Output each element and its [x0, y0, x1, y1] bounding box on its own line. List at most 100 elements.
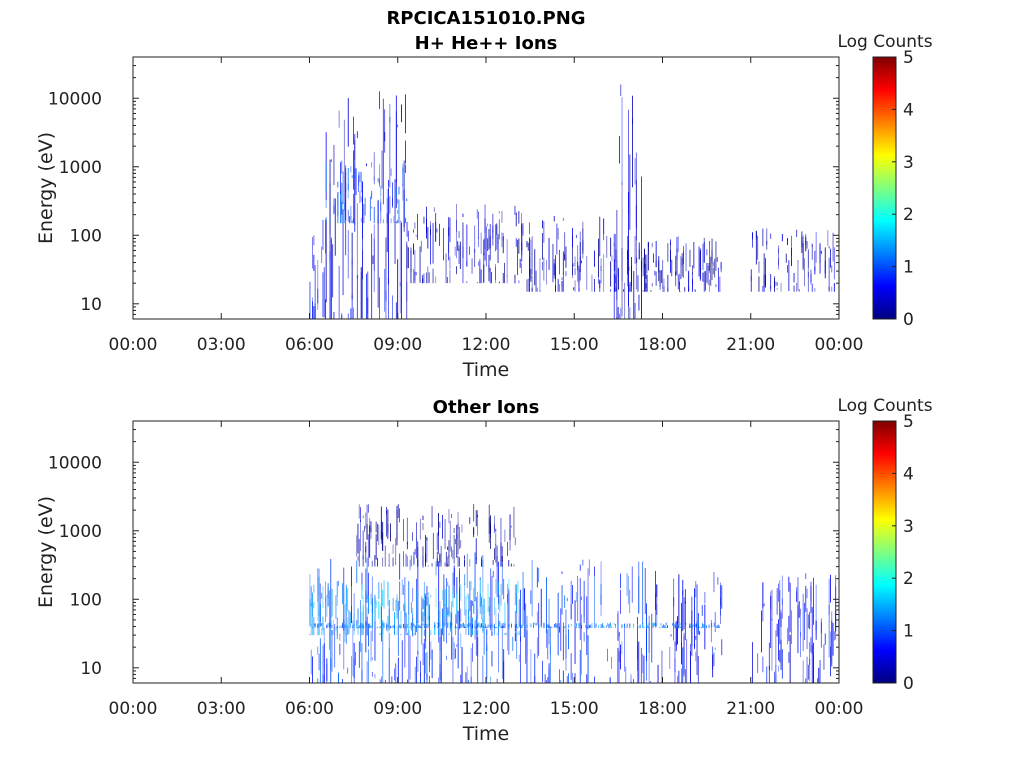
spectrogram-stripe: [617, 627, 619, 629]
spectrogram-stripe: [407, 247, 409, 268]
spectrogram-stripe: [455, 624, 456, 629]
spectrogram-stripe: [603, 254, 605, 292]
spectrogram-data: [309, 84, 835, 319]
spectrogram-stripe: [469, 581, 471, 612]
spectrogram-stripe: [564, 595, 566, 608]
spectrogram-stripe: [422, 598, 424, 609]
spectrogram-stripe: [413, 243, 414, 255]
spectrogram-stripe: [456, 203, 457, 233]
spectrogram-stripe: [466, 224, 468, 267]
spectrogram-stripe: [435, 222, 437, 241]
spectrogram-stripe: [423, 643, 425, 683]
spectrogram-stripe: [800, 615, 801, 637]
spectrogram-stripe: [431, 563, 433, 567]
spectrogram-stripe: [562, 251, 564, 275]
spectrogram-stripe: [504, 633, 506, 636]
spectrogram-stripe: [342, 209, 344, 296]
spectrogram-stripe: [621, 97, 623, 185]
spectrogram-stripe: [365, 625, 367, 628]
spectrogram-stripe: [495, 627, 497, 629]
spectrogram-stripe: [322, 219, 324, 250]
spectrogram-stripe: [813, 642, 814, 683]
spectrogram-stripe: [750, 269, 752, 292]
spectrogram-stripe: [706, 249, 708, 256]
spectrogram-stripe: [403, 584, 404, 595]
spectrogram-stripe: [495, 532, 497, 546]
spectrogram-stripe: [663, 286, 665, 292]
spectrogram-stripe: [417, 625, 419, 629]
spectrogram-stripe: [390, 626, 391, 629]
spectrogram-stripe: [673, 597, 675, 641]
spectrogram-stripe: [447, 607, 449, 616]
spectrogram-stripe: [381, 582, 382, 605]
spectrogram-stripe: [492, 213, 494, 246]
spectrogram-stripe: [477, 510, 478, 536]
spectrogram-stripe: [775, 674, 777, 683]
spectrogram-stripe: [480, 269, 482, 284]
spectrogram-stripe: [356, 620, 358, 626]
spectrogram-stripe: [470, 676, 472, 683]
spectrogram-stripe: [410, 627, 412, 628]
spectrogram-stripe: [313, 235, 315, 246]
spectrogram-stripe: [456, 644, 458, 647]
spectrogram-stripe: [310, 603, 312, 627]
spectrogram-stripe: [560, 680, 562, 683]
spectrogram-stripe: [490, 524, 491, 549]
spectrogram-stripe: [416, 522, 417, 541]
spectrogram-stripe: [485, 626, 486, 629]
spectrogram-stripe: [407, 632, 408, 636]
spectrogram-stripe: [354, 134, 356, 232]
spectrogram-stripe: [579, 650, 581, 683]
spectrogram-stripe: [681, 603, 682, 645]
spectrogram-stripe: [368, 596, 369, 614]
spectrogram-stripe: [395, 600, 397, 611]
spectrogram-stripe: [495, 267, 496, 284]
spectrogram-stripe: [313, 617, 315, 636]
spectrogram-stripe: [556, 223, 558, 255]
spectrogram-stripe: [716, 257, 718, 262]
spectrogram-stripe: [534, 249, 536, 286]
spectrogram-stripe: [807, 248, 809, 278]
panel-h-he-ions: H+ He++ Ions 00:00 03:00 06:00 09:00 12:00 15…: [35, 32, 933, 381]
spectrogram-stripe: [500, 584, 502, 606]
spectrogram-stripe: [762, 228, 764, 247]
spectrogram-stripe: [468, 609, 469, 636]
spectrogram-stripe: [369, 625, 371, 628]
spectrogram-stripe: [453, 535, 455, 564]
spectrogram-stripe: [648, 622, 650, 626]
spectrogram-stripe: [468, 679, 469, 683]
spectrogram-stripe: [536, 611, 538, 625]
spectrogram-stripe: [627, 575, 629, 605]
spectrogram-stripe: [386, 510, 387, 537]
spectrogram-stripe: [414, 666, 416, 683]
spectrogram-stripe: [572, 585, 573, 604]
spectrogram-stripe: [325, 299, 326, 319]
spectrogram-stripe: [557, 592, 559, 656]
spectrogram-stripe: [650, 681, 651, 683]
spectrogram-stripe: [536, 567, 538, 588]
x-axis-label: Time: [462, 359, 510, 381]
spectrogram-stripe: [538, 625, 540, 629]
spectrogram-stripe: [495, 528, 497, 532]
spectrogram-stripe: [330, 620, 332, 670]
spectrogram-stripe: [361, 572, 363, 590]
spectrogram-stripe: [809, 659, 811, 682]
spectrogram-stripe: [703, 241, 705, 263]
spectrogram-stripe: [818, 667, 820, 683]
spectrogram-stripe: [693, 624, 694, 627]
spectrogram-stripe: [691, 626, 693, 629]
spectrogram-stripe: [368, 623, 369, 647]
spectrogram-stripe: [329, 622, 330, 627]
spectrogram-stripe: [390, 523, 391, 542]
spectrogram-stripe: [415, 234, 417, 237]
spectrogram-stripe: [629, 624, 631, 628]
spectrogram-stripe: [766, 666, 768, 683]
spectrogram-stripe: [485, 623, 486, 628]
spectrogram-stripe: [442, 624, 443, 628]
spectrogram-stripe: [318, 576, 320, 617]
spectrogram-stripe: [487, 223, 489, 227]
spectrogram-stripe: [494, 515, 495, 531]
spectrogram-stripe: [404, 625, 406, 629]
spectrogram-stripe: [329, 251, 331, 319]
spectrogram-stripe: [354, 161, 356, 179]
